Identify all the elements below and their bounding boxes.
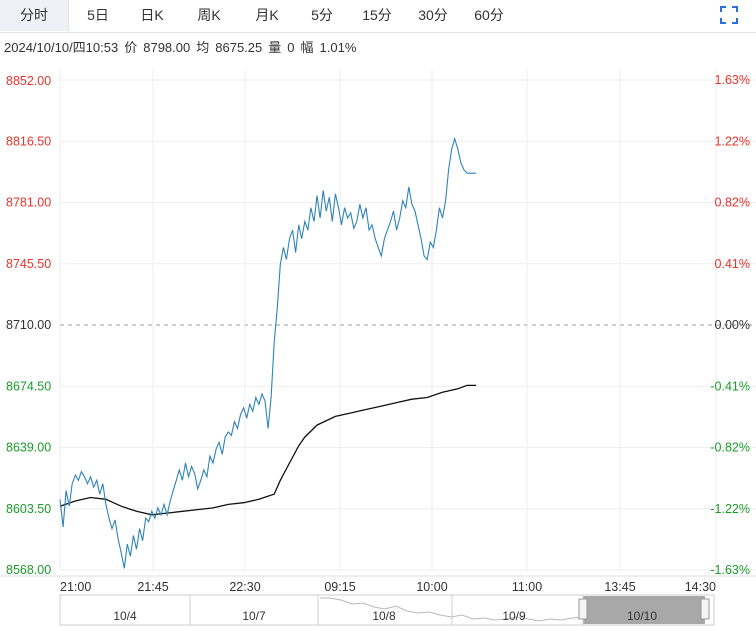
- percent-tick-label: 0.00%: [715, 318, 750, 332]
- navigator-handle: [700, 598, 710, 620]
- navigator-date-label: 10/9: [502, 609, 526, 623]
- time-axis: 21:00 21:45 22:30 09:15 10:00 11:00 13:45 14:30: [60, 580, 716, 594]
- time-tick-label: 11:00: [512, 580, 542, 594]
- price-tick-label: 8674.50: [6, 379, 51, 393]
- percent-tick-label: 1.22%: [715, 134, 750, 148]
- percent-tick-label: -1.22%: [710, 502, 750, 516]
- navigator-date-label: 10/7: [242, 609, 266, 623]
- time-tick-label: 22:30: [229, 580, 260, 594]
- price-axis: 8852.00 8816.50 8781.00 8745.50 8710.00 8674.…: [6, 74, 51, 577]
- navigator-sparkline: [320, 597, 584, 622]
- percent-tick-label: -1.63%: [710, 563, 750, 577]
- tab-weekly-k[interactable]: 周K: [197, 7, 221, 23]
- tab-intraday[interactable]: 分时: [0, 0, 69, 31]
- time-tick-label: 21:45: [137, 580, 168, 594]
- percent-tick-label: 0.41%: [715, 257, 750, 271]
- avg-label: 均: [196, 40, 210, 55]
- percent-tick-label: 1.63%: [715, 73, 750, 87]
- tab-monthly-k[interactable]: 月K: [255, 7, 279, 23]
- navigator-date-label: 10/10: [627, 609, 657, 623]
- tab-daily-k[interactable]: 日K: [140, 7, 164, 23]
- average-price-line: [59, 384, 477, 516]
- navigator-handle: [578, 598, 588, 620]
- time-tick-label: 13:45: [604, 580, 635, 594]
- time-tick-label: 10:00: [416, 580, 447, 594]
- time-tick-label: 09:15: [324, 580, 355, 594]
- time-tick-label: 21:00: [60, 580, 91, 594]
- quote-info-bar: 2024/10/10/四10:53 价 8798.00 均 8675.25 量 0 幅 1.01…: [4, 38, 362, 58]
- tab-30min[interactable]: 30分: [418, 7, 448, 23]
- quote-datetime: 2024/10/10/四10:53: [4, 40, 119, 55]
- volume-label: 量: [268, 40, 282, 55]
- navigator-date-label: 10/8: [372, 609, 396, 623]
- tab-5min[interactable]: 5分: [311, 7, 333, 23]
- price-tick-label: 8639.00: [6, 441, 51, 455]
- chart-period-tabs: 分时 5日 日K 周K 月K 5分 15分 30分 60分: [0, 0, 756, 33]
- chart-grid: [0, 70, 756, 577]
- price-value: 8798.00: [143, 40, 191, 55]
- price-tick-label: 8603.50: [6, 502, 51, 516]
- price-line: [59, 136, 477, 569]
- avg-value: 8675.25: [215, 40, 263, 55]
- price-label: 价: [124, 40, 138, 55]
- price-tick-label: 8852.00: [6, 74, 51, 88]
- price-tick-label: 8710.00: [6, 318, 51, 332]
- navigator-date-label: 10/4: [113, 609, 137, 623]
- percent-tick-label: 0.82%: [715, 196, 750, 210]
- change-value: 1.01%: [319, 40, 357, 55]
- percent-tick-label: -0.82%: [710, 441, 750, 455]
- volume-value: 0: [287, 40, 295, 55]
- price-tick-label: 8816.50: [6, 134, 51, 148]
- fullscreen-icon[interactable]: [720, 6, 738, 24]
- percent-tick-label: -0.41%: [710, 379, 750, 393]
- percent-axis: 1.63% 1.22% 0.82% 0.41% 0.00% -0.41% -0.82% -1.…: [710, 73, 750, 577]
- tab-5day[interactable]: 5日: [87, 7, 109, 23]
- price-tick-label: 8745.50: [6, 257, 51, 271]
- time-tick-label: 14:30: [685, 580, 716, 594]
- price-tick-label: 8781.00: [6, 196, 51, 210]
- change-label: 幅: [300, 40, 314, 55]
- range-navigator[interactable]: 10/4 10/7 10/8 10/9 10/10: [59, 594, 715, 626]
- navigator-selection: [583, 596, 705, 624]
- tab-15min[interactable]: 15分: [362, 7, 392, 23]
- price-tick-label: 8568.00: [6, 563, 51, 577]
- tab-60min[interactable]: 60分: [474, 7, 504, 23]
